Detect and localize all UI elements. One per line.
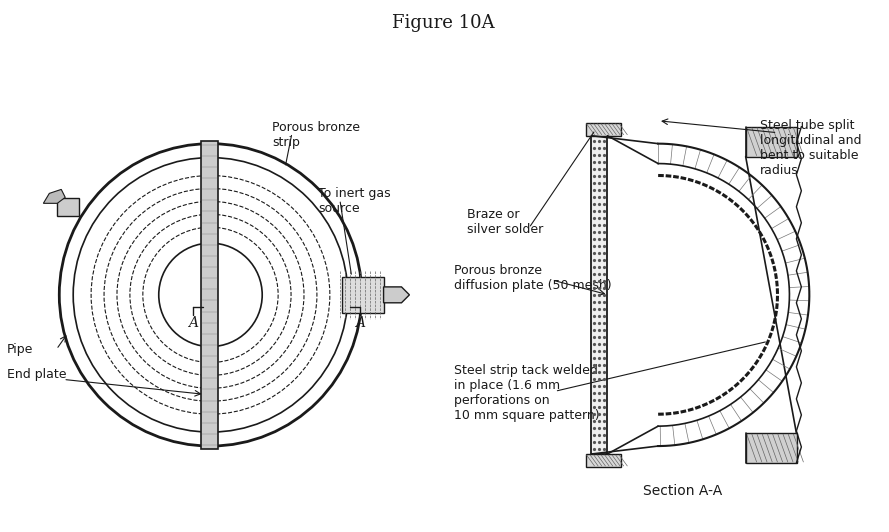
Bar bbox=[341, 277, 383, 313]
Text: Steel tube split
longitudinal and
bent to suitable
radius: Steel tube split longitudinal and bent t… bbox=[759, 119, 861, 177]
Polygon shape bbox=[383, 287, 410, 303]
Text: A: A bbox=[188, 315, 197, 330]
Text: To inert gas
source: To inert gas source bbox=[318, 187, 390, 215]
Text: Braze or
silver solder: Braze or silver solder bbox=[467, 209, 543, 236]
Polygon shape bbox=[44, 189, 65, 203]
Text: Pipe: Pipe bbox=[6, 343, 33, 356]
Text: End plate: End plate bbox=[6, 368, 66, 381]
Text: Porous bronze
diffusion plate (50 mesh): Porous bronze diffusion plate (50 mesh) bbox=[454, 264, 612, 292]
Bar bbox=[591, 136, 607, 454]
Text: Figure 10A: Figure 10A bbox=[392, 14, 494, 32]
Bar bbox=[746, 433, 797, 463]
Text: Section A-A: Section A-A bbox=[644, 484, 723, 498]
Text: A: A bbox=[355, 315, 364, 330]
Bar bbox=[201, 140, 219, 449]
Bar bbox=[586, 454, 621, 467]
Bar bbox=[746, 127, 797, 156]
Text: Steel strip tack welded
in place (1.6 mm
perforations on
10 mm square pattern): Steel strip tack welded in place (1.6 mm… bbox=[454, 364, 600, 422]
Bar bbox=[57, 198, 79, 217]
Text: Porous bronze
strip: Porous bronze strip bbox=[272, 121, 360, 149]
Bar bbox=[586, 123, 621, 136]
